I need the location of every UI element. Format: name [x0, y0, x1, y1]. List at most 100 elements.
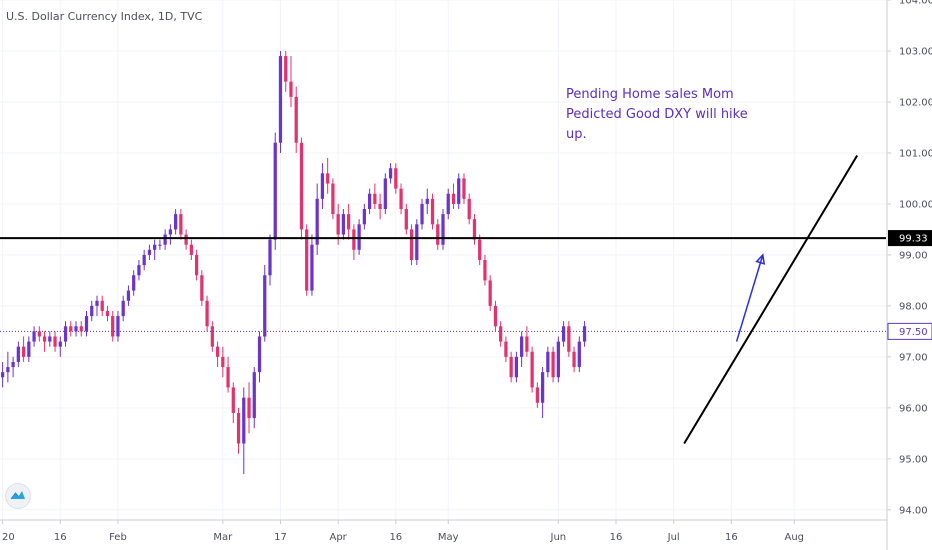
price-axis[interactable]: 94.00 95.00 96.00 97.00 98.00 99.00 100.00 101.…	[886, 0, 932, 550]
candle	[210, 321, 214, 352]
tradingview-logo[interactable]	[6, 484, 30, 508]
candle	[252, 367, 256, 429]
time-tick-label: 17	[274, 532, 287, 543]
candle-body	[132, 275, 136, 291]
candle-body	[404, 209, 408, 230]
candle-body	[16, 346, 20, 362]
candle-body	[121, 300, 125, 317]
candle	[163, 229, 167, 250]
candle	[284, 50, 288, 92]
candle-body	[268, 239, 272, 276]
candle	[268, 234, 272, 286]
candle-body	[84, 316, 89, 332]
candle	[90, 300, 94, 322]
candle-body	[74, 326, 78, 332]
candle-body	[58, 341, 62, 347]
candle	[42, 331, 47, 352]
candle-body	[174, 214, 178, 230]
candle	[399, 183, 403, 215]
candle-body	[362, 209, 366, 225]
candle-body	[462, 178, 466, 199]
candle-body	[294, 96, 298, 143]
candle-body	[467, 198, 471, 220]
candle-body	[221, 356, 225, 368]
candle-body	[446, 193, 450, 215]
candle-body	[493, 305, 498, 327]
time-axis[interactable]: 20 16 Feb Mar 17 Apr 16 May Jun 16 Jul 16 Aug	[0, 519, 887, 543]
annotation-line-3: up.	[566, 127, 587, 142]
candle	[105, 305, 110, 322]
candle	[478, 234, 482, 266]
candle-body	[556, 341, 560, 378]
candle	[493, 300, 498, 332]
candle-body	[367, 193, 372, 210]
candle	[504, 336, 508, 362]
candle	[189, 239, 193, 260]
candle	[441, 209, 445, 250]
candle	[305, 224, 309, 296]
candle-body	[577, 341, 581, 368]
candle	[74, 321, 78, 337]
candle-body	[420, 203, 424, 225]
candle	[16, 341, 20, 368]
candle-body	[153, 244, 157, 250]
candle	[331, 178, 335, 220]
candle	[551, 346, 555, 383]
candle-body	[116, 316, 120, 337]
candle-body	[179, 214, 183, 235]
candle-body	[0, 372, 5, 378]
candle-body	[252, 372, 256, 419]
time-tick-label: May	[438, 532, 459, 543]
candle	[561, 321, 566, 347]
candle	[341, 209, 346, 240]
candle-body	[289, 81, 293, 97]
candle-body	[200, 275, 204, 301]
candle-body	[189, 244, 193, 255]
candle	[100, 295, 104, 317]
tradingview-logo-icon	[10, 491, 25, 500]
candle-body	[451, 193, 456, 204]
candle-body	[137, 265, 141, 276]
candle	[457, 173, 461, 210]
candle-body	[69, 326, 73, 332]
horizontal-line-price-tag	[888, 230, 932, 247]
candle-body	[572, 351, 576, 368]
candle	[472, 214, 477, 245]
candle	[84, 310, 89, 337]
time-tick-label: Jun	[550, 532, 567, 543]
candle-body	[158, 244, 162, 246]
candle	[388, 163, 393, 184]
candle	[63, 321, 68, 347]
candle-body	[147, 249, 152, 255]
grid-lines	[0, 0, 886, 520]
candle	[236, 407, 241, 454]
trend-line[interactable]	[683, 154, 859, 445]
candle-body	[347, 214, 351, 230]
price-tick-label: 104.00	[899, 0, 932, 7]
candle	[509, 351, 513, 383]
candle-body	[126, 290, 131, 301]
candle	[48, 331, 52, 347]
price-labels: 99.33 97.50	[887, 230, 932, 340]
candle	[116, 310, 120, 342]
candle-body	[32, 331, 36, 342]
candle	[126, 285, 131, 306]
time-tick-label: Feb	[109, 532, 127, 543]
price-tick-label: 98.00	[899, 301, 928, 312]
chart-title: U.S. Dollar Currency Index, 1D, TVC	[6, 10, 203, 23]
candle-body	[415, 224, 419, 260]
candle-body	[504, 341, 508, 357]
candle	[153, 239, 157, 260]
candle	[582, 321, 587, 347]
candle-body	[194, 254, 199, 276]
time-tick-label: 16	[389, 532, 402, 543]
candle-body	[184, 234, 188, 245]
candle	[357, 219, 361, 255]
candle	[226, 356, 230, 393]
candle-body	[21, 346, 26, 357]
candle-body	[257, 336, 262, 373]
candle	[299, 137, 304, 240]
price-tick-label: 95.00	[899, 454, 928, 465]
arrow-line[interactable]	[735, 254, 764, 342]
